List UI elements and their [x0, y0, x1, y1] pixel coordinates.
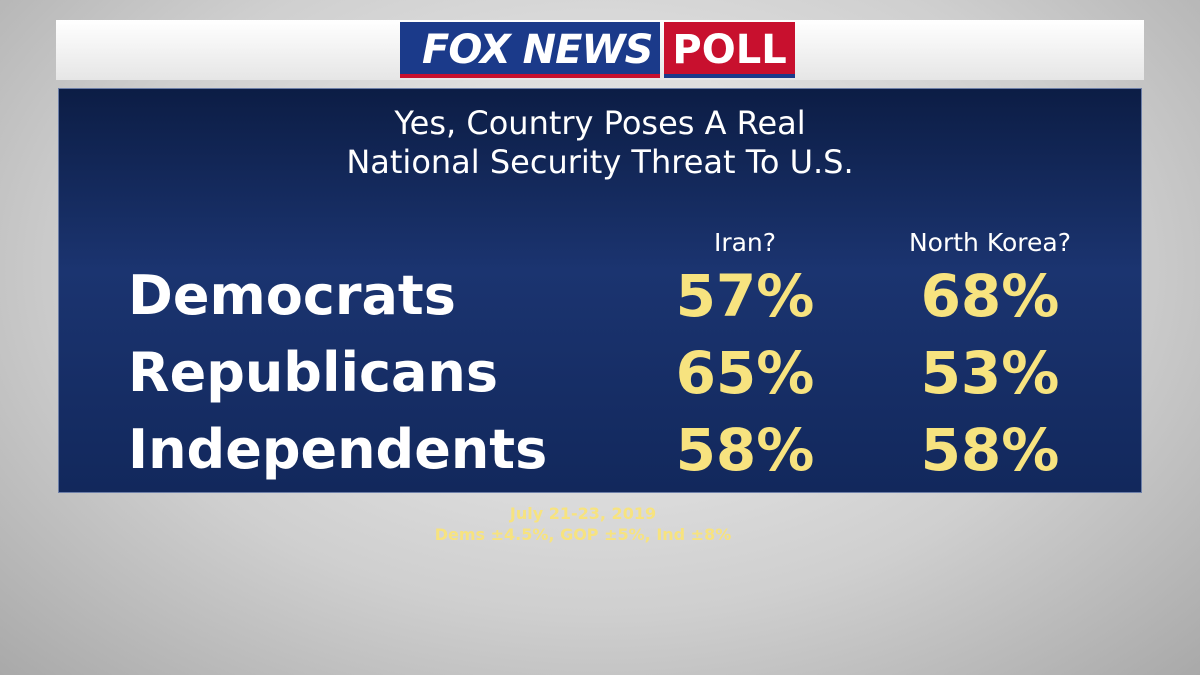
value: 68% — [920, 262, 1060, 330]
logo: FOX NEWS POLL — [400, 22, 795, 78]
row-label: Democrats — [128, 264, 456, 327]
value: 53% — [920, 339, 1060, 407]
title: National Security Threat To U.S. — [346, 143, 854, 181]
badge: POLL — [664, 22, 795, 78]
value: 58% — [675, 416, 815, 484]
value: 58% — [920, 416, 1060, 484]
value: 65% — [675, 339, 815, 407]
footer-dates: July 21-23, 2019 — [509, 504, 657, 523]
brand: FOX NEWS — [400, 22, 661, 78]
title: Yes, Country Poses A Real — [394, 104, 806, 142]
column-header: North Korea? — [908, 228, 1071, 257]
column-header: Iran? — [713, 228, 777, 257]
row-label: Republicans — [128, 341, 499, 404]
panel — [58, 88, 1142, 493]
row-label: Independents — [128, 418, 548, 481]
footer-margins: Dems ±4.5%, GOP ±5%, Ind ±8% — [434, 525, 732, 544]
value: 57% — [675, 262, 815, 330]
